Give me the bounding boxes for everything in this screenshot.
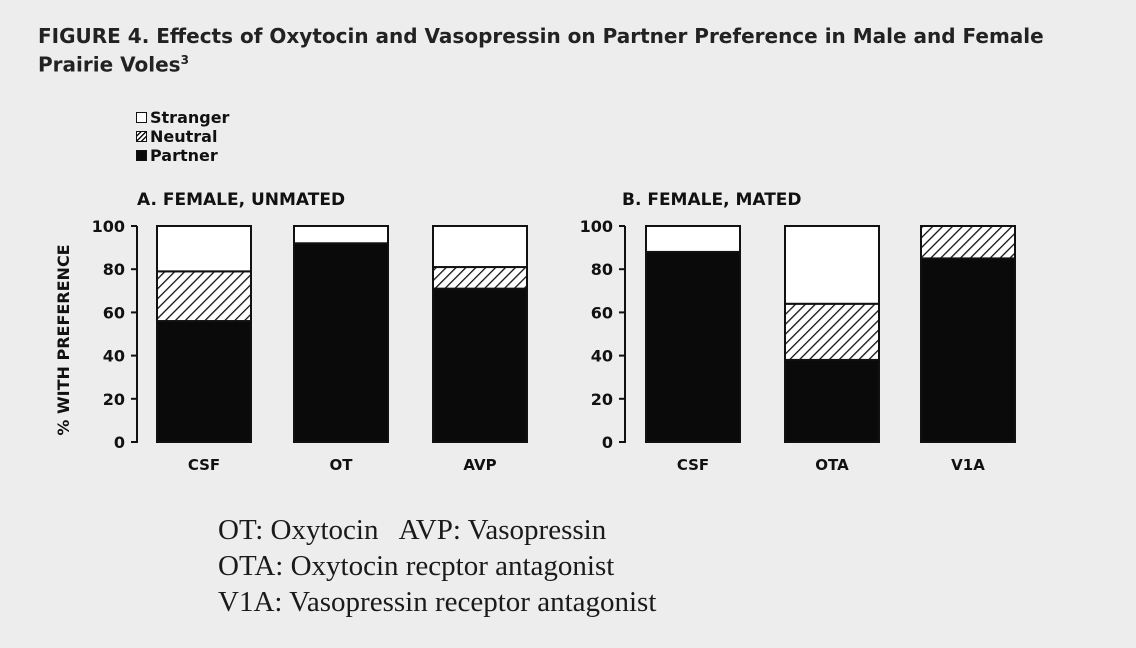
x-category-label-ota: OTA <box>815 456 849 474</box>
bar-segment-partner-ota <box>784 358 880 444</box>
footnote-v1a: V1A: Vasopressin receptor antagonist <box>218 586 657 618</box>
bar-segment-neutral-csf <box>156 270 252 323</box>
bar-segment-neutral-avp <box>432 266 528 290</box>
y-tick-label: 0 <box>602 433 613 452</box>
x-category-label-v1a: V1A <box>951 456 985 474</box>
bar-segment-partner-ot <box>293 242 389 443</box>
bar-segment-neutral-ota <box>784 302 880 361</box>
bar-segment-stranger-ota <box>784 225 880 305</box>
y-tick-label: 100 <box>580 217 613 236</box>
legend-label-stranger: Stranger <box>150 108 230 127</box>
panel-b-chart: 0 20 40 60 80 100 CSF OTA V1A <box>580 217 1016 474</box>
bar-segment-stranger-ot <box>293 225 389 245</box>
legend-item-neutral: Neutral <box>136 127 229 146</box>
panel-b-title: B. FEMALE, MATED <box>622 190 802 210</box>
x-category-label-csf: CSF <box>188 456 220 474</box>
y-tick-label: 20 <box>591 390 613 409</box>
bar-segment-stranger-csf <box>156 225 252 273</box>
y-tick-label: 20 <box>103 390 125 409</box>
footnotes: OT: Oxytocin AVP: Vasopressin OTA: Oxyto… <box>218 512 656 620</box>
y-tick-label: 80 <box>103 260 125 279</box>
legend-swatch-neutral <box>136 131 147 142</box>
chart-legend: Stranger Neutral Partner <box>136 108 229 165</box>
x-category-label-avp: AVP <box>463 456 496 474</box>
footnote-ot-avp: OT: Oxytocin AVP: Vasopressin <box>218 514 607 546</box>
figure-title-superscript: 3 <box>180 53 189 67</box>
y-axis-label: % WITH PREFERENCE <box>54 244 73 435</box>
y-tick-label: 80 <box>591 260 613 279</box>
legend-swatch-stranger <box>136 112 147 123</box>
y-tick-label: 60 <box>103 303 125 322</box>
panel-a-chart: 0 20 40 60 80 100 CSF OT AVP <box>92 217 528 474</box>
legend-label-partner: Partner <box>150 146 218 165</box>
bar-segment-neutral-v1a <box>920 225 1016 260</box>
y-tick-label: 100 <box>92 217 125 236</box>
legend-label-neutral: Neutral <box>150 127 218 146</box>
x-category-label-csf: CSF <box>677 456 709 474</box>
legend-item-stranger: Stranger <box>136 108 229 127</box>
y-tick-label: 60 <box>591 303 613 322</box>
y-tick-label: 40 <box>591 347 613 366</box>
footnote-ota: OTA: Oxytocin recptor antagonist <box>218 550 615 582</box>
legend-swatch-partner <box>136 150 147 161</box>
bar-segment-partner-csf <box>156 320 252 444</box>
bar-segment-stranger-avp <box>432 225 528 269</box>
bar-segment-partner-csf <box>645 250 741 443</box>
bar-segment-partner-avp <box>432 287 528 444</box>
x-category-label-ot: OT <box>330 456 354 474</box>
bar-segment-partner-v1a <box>920 257 1016 443</box>
panel-a-title: A. FEMALE, UNMATED <box>137 190 346 210</box>
figure-title-text: FIGURE 4. Effects of Oxytocin and Vasopr… <box>38 24 1044 77</box>
figure-title: FIGURE 4. Effects of Oxytocin and Vasopr… <box>38 24 1098 77</box>
y-tick-label: 40 <box>103 347 125 366</box>
y-tick-label: 0 <box>114 433 125 452</box>
bar-segment-stranger-csf <box>645 225 741 253</box>
legend-item-partner: Partner <box>136 146 229 165</box>
